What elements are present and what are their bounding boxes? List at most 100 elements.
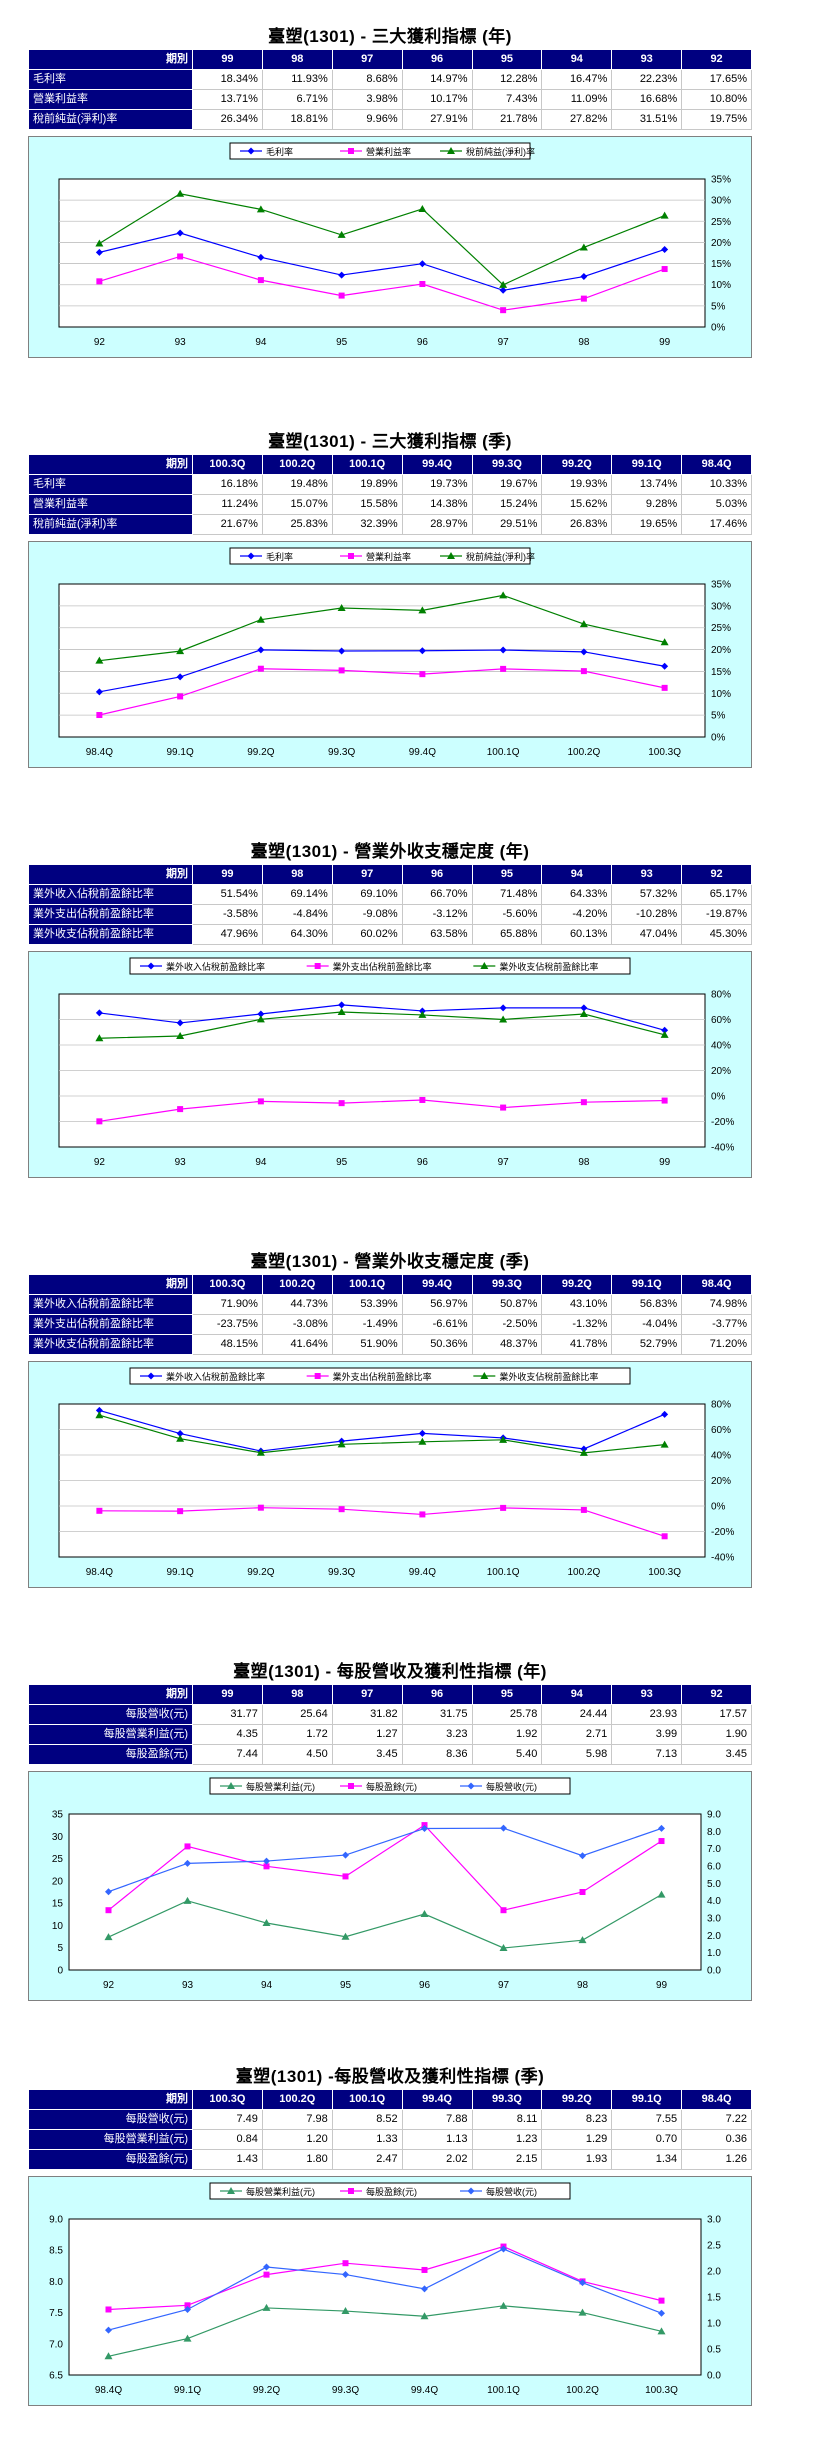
- period-column-header: 100.1Q: [331, 2089, 403, 2110]
- x-axis-tick-label: 94: [255, 337, 267, 348]
- period-column-header: 99.3Q: [471, 1274, 543, 1295]
- series-line: [99, 1409, 665, 1452]
- data-point: [418, 260, 426, 268]
- table-cell: 47.04%: [611, 924, 683, 945]
- table-cell: 0.84: [192, 2129, 263, 2150]
- row-label: 稅前純益(淨利)率: [28, 514, 193, 535]
- series-group: [96, 1504, 668, 1540]
- data-point: [257, 277, 264, 284]
- series-line: [99, 649, 665, 693]
- x-axis-tick-label: 100.2Q: [566, 2385, 599, 2396]
- row-label: 業外支出佔稅前盈餘比率: [28, 1314, 193, 1335]
- y-axis-right-tick-label: 10%: [711, 689, 731, 700]
- data-point: [337, 603, 346, 611]
- x-axis-tick-label: 99.2Q: [253, 2385, 280, 2396]
- table-cell: 60.13%: [541, 924, 613, 945]
- series-group: [95, 1411, 669, 1456]
- table-cell: 16.18%: [192, 474, 263, 495]
- period-column-header: 95: [471, 864, 543, 885]
- y-axis-right-tick-label: 0.0: [707, 1966, 721, 1977]
- y-axis-right-tick-label: 0%: [711, 1502, 726, 1513]
- data-point: [176, 1430, 184, 1438]
- data-point: [580, 668, 587, 675]
- table-cell: 43.10%: [541, 1294, 613, 1315]
- row-label: 業外收支佔稅前盈餘比率: [28, 924, 193, 945]
- period-header: 期別: [28, 1684, 193, 1705]
- data-point: [500, 307, 507, 314]
- y-axis-left-tick-label: 15: [52, 1899, 64, 1910]
- legend-marker: [247, 147, 255, 155]
- table-cell: -9.08%: [331, 904, 403, 925]
- legend-label: 業外收入佔稅前盈餘比率: [166, 961, 265, 972]
- table-cell: -23.75%: [192, 1314, 263, 1335]
- period-column-header: 98.4Q: [681, 2089, 752, 2110]
- table-cell: 26.83%: [541, 514, 613, 535]
- period-column-header: 94: [541, 1684, 613, 1705]
- section-title: 臺塑(1301) - 營業外收支穩定度 (年): [250, 842, 530, 861]
- y-axis-right-tick-label: 2.0: [707, 2267, 721, 2278]
- y-axis-right-tick-label: 20%: [711, 645, 731, 656]
- legend-frame: [209, 2182, 571, 2200]
- data-point: [661, 245, 669, 253]
- data-point: [337, 1008, 346, 1016]
- table-cell: 21.78%: [471, 109, 543, 130]
- data-point: [104, 1933, 113, 1941]
- table-cell: 18.81%: [261, 109, 333, 130]
- x-axis-tick-label: 94: [261, 1980, 273, 1991]
- table-cell: 5.40: [471, 1744, 543, 1765]
- table-cell: 15.07%: [261, 494, 333, 515]
- y-axis-right-tick-label: 4.0: [707, 1896, 721, 1907]
- data-point: [105, 2326, 112, 2334]
- data-point: [420, 2312, 429, 2320]
- legend-frame: [229, 142, 531, 160]
- data-point: [418, 204, 427, 212]
- table-cell: 7.49: [192, 2109, 263, 2130]
- data-point: [177, 693, 184, 700]
- row-label: 每股營業利益(元): [28, 1724, 193, 1745]
- data-point: [499, 286, 507, 294]
- y-axis-right-tick-label: 35%: [711, 580, 731, 591]
- data-point: [579, 1448, 588, 1456]
- series-group: [104, 1890, 666, 1951]
- chart-legend: 毛利率 營業利益率 稅前純益(淨利)率: [229, 142, 535, 160]
- table-cell: 63.58%: [401, 924, 473, 945]
- table-cell: 14.97%: [401, 69, 473, 90]
- report-section: 臺塑(1301) - 每股營收及獲利性指標 (年) 期別 99 98 97 96 95 94 9…: [28, 1660, 752, 2001]
- table-cell: 0.70: [611, 2129, 683, 2150]
- period-column-header: 94: [541, 864, 613, 885]
- table-cell: 17.46%: [681, 514, 752, 535]
- table-cell: 45.30%: [681, 924, 752, 945]
- x-axis-tick-label: 97: [498, 1157, 510, 1168]
- table-cell: 53.39%: [331, 1294, 403, 1315]
- data-point: [661, 684, 668, 691]
- table-row: 每股盈餘(元) 7.44 4.50 3.45 8.36 5.40 5.98 7.13 3.45: [28, 1744, 752, 1765]
- report-section: 臺塑(1301) - 營業外收支穩定度 (季) 期別 100.3Q 100.2Q 100…: [28, 1250, 752, 1588]
- legend-frame: [209, 1777, 571, 1795]
- data-point: [500, 1104, 507, 1111]
- series-line: [99, 193, 665, 286]
- data-point: [256, 1015, 265, 1023]
- data-point: [341, 2307, 350, 2315]
- period-column-header: 99.1Q: [611, 1274, 683, 1295]
- data-point: [184, 1859, 191, 1867]
- x-axis-tick-label: 97: [498, 337, 510, 348]
- data-point: [338, 292, 345, 299]
- y-axis-right-tick-label: 5%: [711, 301, 726, 312]
- x-axis-tick-label: 98.4Q: [86, 747, 113, 758]
- legend-label: 每股盈餘(元): [366, 2186, 417, 2197]
- line-chart: 毛利率 營業利益率 稅前純益(淨利)率 0% 5% 10% 15% 20% 25% 30% 35% 9…: [58, 142, 731, 348]
- table-cell: 4.35: [192, 1724, 263, 1745]
- table-cell: 2.15: [471, 2149, 543, 2170]
- data-point: [176, 647, 185, 655]
- y-axis-right-tick-label: 80%: [711, 1400, 731, 1411]
- table-cell: 57.32%: [611, 884, 683, 905]
- table-row: 每股營收(元) 31.77 25.64 31.82 31.75 25.78 24.44 23.…: [28, 1704, 752, 1725]
- legend-marker: [314, 1373, 321, 1379]
- series-line: [99, 255, 665, 311]
- plot-area: [68, 1813, 702, 1971]
- table-header-row: 期別 99 98 97 96 95 94 93 92: [28, 49, 752, 70]
- series-line: [108, 1824, 662, 1911]
- table-cell: 7.44: [192, 1744, 263, 1765]
- x-axis-tick-label: 96: [419, 1980, 431, 1991]
- x-axis-tick-label: 100.2Q: [567, 1567, 600, 1578]
